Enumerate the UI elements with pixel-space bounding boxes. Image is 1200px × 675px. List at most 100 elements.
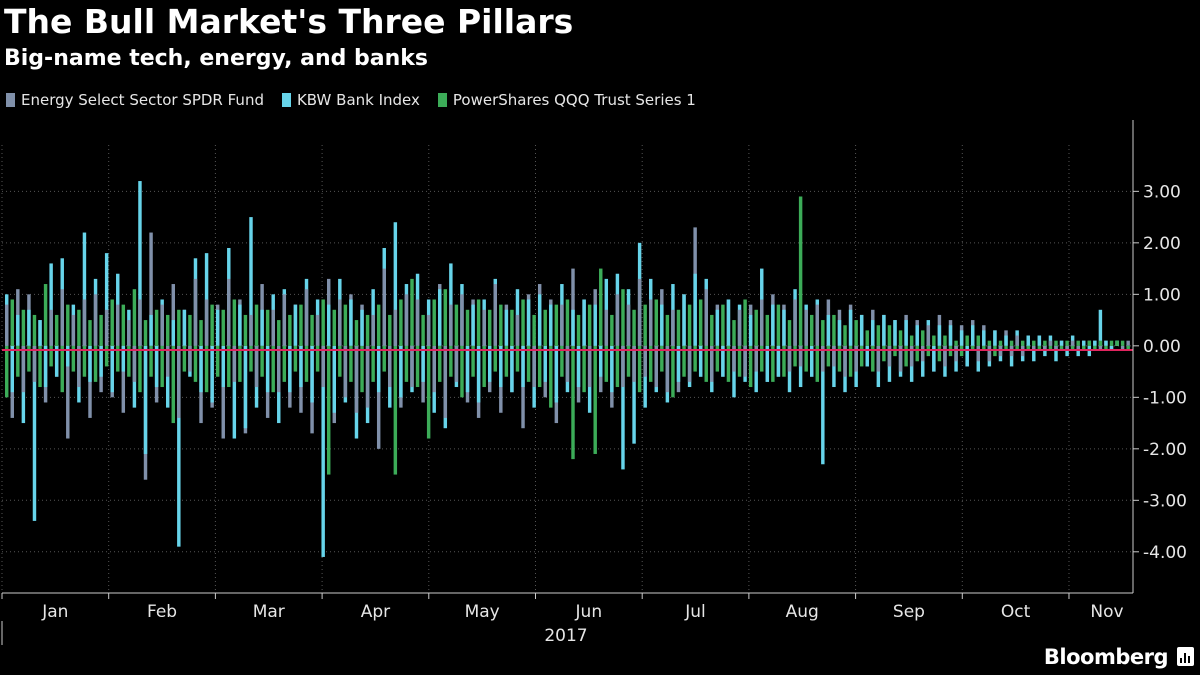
bar-banks — [82, 232, 87, 346]
bar-tech — [710, 314, 714, 346]
bar-tech — [649, 345, 653, 382]
bar-banks — [882, 314, 886, 346]
bar-tech — [982, 345, 986, 351]
bar-banks — [110, 345, 114, 393]
bar-tech — [1059, 345, 1064, 351]
bar-tech — [299, 304, 303, 346]
bar-tech — [16, 345, 20, 377]
bar-tech — [88, 320, 92, 346]
bar-tech — [621, 289, 625, 346]
bar-banks — [1054, 345, 1058, 362]
bar-tech — [532, 314, 536, 346]
bar-banks — [332, 345, 336, 413]
bar-tech — [865, 330, 869, 346]
bar-banks — [249, 217, 253, 346]
bar-banks — [1082, 340, 1086, 346]
bar-tech — [116, 345, 120, 372]
bar-energy — [71, 314, 76, 346]
bar-tech — [421, 314, 425, 346]
bar-tech — [660, 345, 664, 372]
bar-tech — [49, 345, 53, 367]
bar-tech — [338, 345, 342, 377]
bar-banks — [310, 345, 314, 403]
bar-banks — [43, 345, 48, 388]
bar-tech — [576, 314, 581, 346]
bar-energy — [815, 304, 819, 346]
bar-banks — [238, 304, 242, 346]
bar-banks — [66, 345, 70, 367]
bar-energy — [621, 345, 625, 388]
bar-banks — [965, 345, 969, 367]
bar-energy — [249, 314, 253, 346]
bar-banks — [421, 345, 425, 382]
bar-energy — [1070, 340, 1075, 346]
bar-tech — [932, 335, 936, 346]
bar-energy — [188, 345, 192, 372]
bar-energy — [998, 345, 1003, 357]
bar-energy — [787, 345, 792, 372]
bar-energy — [227, 278, 231, 346]
bar-banks — [937, 325, 942, 346]
bar-tech — [832, 314, 836, 346]
bar-tech — [127, 345, 131, 377]
bar-tech — [43, 284, 48, 346]
bar-tech — [565, 299, 570, 346]
bar-tech — [915, 345, 919, 362]
bar-tech — [643, 304, 647, 346]
bar-tech — [604, 345, 609, 382]
bar-energy — [277, 345, 281, 393]
bar-tech — [810, 314, 814, 346]
bar-tech — [754, 309, 758, 346]
bar-tech — [521, 299, 525, 346]
bar-energy — [1076, 345, 1080, 351]
bar-energy — [271, 309, 275, 346]
bar-tech — [93, 345, 98, 382]
bar-energy — [232, 345, 237, 382]
bar-banks — [465, 345, 470, 393]
bar-tech — [204, 345, 209, 393]
bar-energy — [1048, 340, 1053, 346]
bar-banks — [399, 345, 403, 398]
bar-tech — [1109, 340, 1114, 346]
bar-banks — [693, 273, 697, 346]
bar-banks — [776, 345, 781, 377]
bar-tech — [426, 345, 431, 439]
bar-banks — [16, 314, 20, 346]
bar-tech — [1076, 340, 1080, 346]
bar-energy — [615, 294, 620, 346]
bar-energy — [426, 314, 431, 346]
bar-tech — [143, 320, 148, 346]
bar-tech — [1126, 345, 1130, 351]
bar-tech — [154, 309, 159, 346]
bar-tech — [937, 345, 942, 362]
bar-tech — [321, 299, 325, 346]
legend-label-banks: KBW Bank Index — [296, 91, 420, 109]
bar-tech — [5, 345, 9, 398]
bar-banks — [182, 309, 187, 346]
legend-label-energy: Energy Select Sector SPDR Fund — [21, 91, 264, 109]
bar-tech — [760, 345, 764, 372]
bar-tech — [449, 345, 453, 377]
bar-energy — [821, 345, 825, 372]
bar-tech — [998, 340, 1003, 346]
bar-energy — [282, 294, 287, 346]
bar-banks — [660, 304, 664, 346]
bar-energy — [221, 345, 225, 439]
bar-banks — [993, 330, 997, 346]
bar-tech — [593, 345, 597, 454]
bar-tech — [615, 345, 620, 388]
bar-energy — [604, 309, 609, 346]
bar-energy — [926, 325, 931, 346]
bar-tech — [737, 345, 742, 377]
bar-tech — [671, 345, 675, 398]
bar-tech — [526, 345, 531, 382]
bar-tech — [748, 345, 753, 388]
bar-tech — [66, 304, 70, 346]
bar-banks — [438, 289, 442, 346]
bar-energy — [132, 345, 137, 382]
x-tick-label: Jan — [41, 602, 68, 622]
bar-tech — [354, 320, 359, 346]
legend-item-banks: KBW Bank Index — [281, 91, 420, 109]
bar-tech — [821, 320, 825, 346]
bar-tech — [843, 325, 847, 346]
